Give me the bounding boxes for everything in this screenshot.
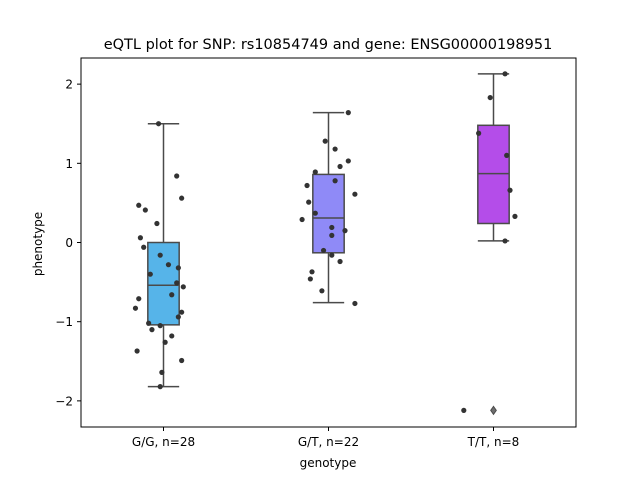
x-tick-label: G/T, n=22 [298,435,359,449]
data-point [329,252,335,258]
data-point [136,202,142,208]
y-axis-label: phenotype [31,212,45,276]
data-point [329,232,335,238]
x-tick-label: T/T, n=8 [467,435,520,449]
data-point [157,252,163,258]
data-point [332,146,338,152]
data-point [504,152,510,158]
data-point [137,235,143,241]
data-point [174,280,180,286]
x-tick-label: G/G, n=28 [132,435,195,449]
data-point [319,288,325,294]
data-point [502,71,508,77]
data-point [155,121,162,127]
data-point [134,348,140,354]
data-point [157,323,163,329]
data-point [165,262,172,268]
box-1 [312,173,345,254]
data-point [320,247,327,254]
data-point [175,265,181,271]
data-point [142,207,148,213]
y-tick-label: 1 [65,157,73,171]
data-point [149,327,155,333]
data-point [179,357,185,364]
data-point [159,369,165,375]
data-point [337,258,343,265]
data-point [146,320,152,326]
y-tick-label: 2 [65,78,73,92]
box-0 [147,241,180,326]
data-point [136,296,142,302]
y-tick-label: −2 [55,394,73,408]
data-point [476,130,482,136]
chart-title: eQTL plot for SNP: rs10854749 and gene: … [104,37,553,53]
data-point [307,276,313,282]
data-point [154,220,160,227]
data-point [312,210,318,216]
data-point [147,271,153,277]
data-point [322,138,328,144]
data-point [306,199,312,205]
data-point [329,224,335,231]
data-point [299,216,305,223]
box-2 [477,124,510,225]
data-point [162,339,168,345]
data-point [141,244,147,250]
data-point [337,163,343,170]
data-point [487,94,493,101]
outlier-marker [490,405,497,416]
data-point [132,305,139,311]
data-point [309,269,315,275]
data-point [512,213,518,219]
plot-area: −2 −1 0 1 2 G/G, n=28 G/T, n=22 T/T, n=8 [55,71,519,449]
data-point [179,309,185,315]
y-tick-label: 0 [65,236,73,250]
data-point [174,173,180,179]
data-point [180,284,186,290]
data-point [169,333,175,339]
data-point [345,110,351,116]
data-point [352,300,358,307]
data-point [345,158,351,164]
data-point [332,178,338,184]
data-point [169,292,175,298]
axes-frame [80,57,577,428]
data-point [312,169,318,175]
data-point [157,384,163,390]
data-point [175,314,181,320]
data-point [502,238,508,244]
x-axis-label: genotype [300,456,357,470]
y-tick-label: −1 [55,315,73,329]
data-point [507,187,513,193]
data-point [352,191,358,197]
data-point [342,228,348,234]
data-point [461,407,467,413]
data-point [179,195,185,201]
data-point [304,182,310,189]
